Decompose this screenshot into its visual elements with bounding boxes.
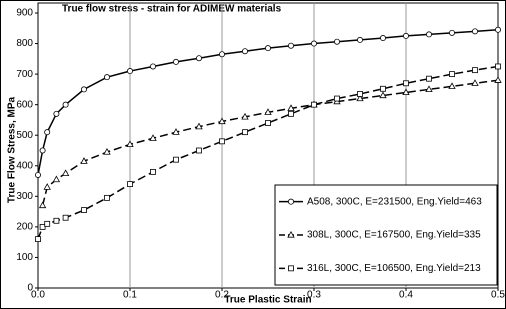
- y-tick-label: 0: [27, 283, 33, 294]
- point: [356, 94, 364, 102]
- point: [39, 147, 46, 154]
- point: [43, 183, 51, 190]
- point: [402, 88, 410, 96]
- x-tick-label: 0.4: [399, 290, 413, 301]
- point: [39, 223, 46, 230]
- point: [172, 58, 179, 65]
- point: [288, 110, 294, 117]
- point: [449, 71, 455, 78]
- point: [35, 171, 42, 178]
- point: [61, 169, 70, 177]
- point: [80, 157, 88, 164]
- point: [379, 35, 386, 42]
- point: [35, 236, 41, 243]
- point: [494, 76, 502, 83]
- y-tick-label: 600: [16, 99, 33, 110]
- point: [126, 140, 134, 147]
- point: [402, 32, 409, 39]
- y-tick-label: 300: [16, 191, 33, 202]
- point: [53, 110, 60, 117]
- point: [150, 168, 156, 175]
- legend-label: 308L, 300C, E=167500, Eng.Yield=335: [307, 230, 481, 241]
- point: [104, 194, 110, 201]
- point: [127, 68, 134, 75]
- point: [333, 38, 340, 45]
- point: [242, 129, 248, 136]
- y-tick-label: 900: [16, 8, 33, 19]
- point: [195, 122, 203, 130]
- legend-box: [274, 184, 498, 286]
- legend-label: A508, 300C, E=231500, Eng.Yield=463: [307, 196, 482, 207]
- point: [81, 207, 87, 213]
- point: [264, 45, 271, 52]
- y-tick-label: 200: [16, 222, 33, 233]
- legend-marker: [287, 230, 295, 238]
- point: [426, 75, 432, 82]
- legend-marker: [288, 265, 294, 272]
- point: [265, 120, 271, 126]
- y-axis-title: True Flow Stress, MPa: [7, 96, 18, 203]
- x-tick-label: 0.1: [123, 290, 137, 301]
- point: [127, 181, 133, 188]
- point: [287, 42, 294, 49]
- point: [494, 26, 501, 33]
- point: [264, 108, 272, 115]
- point: [196, 147, 202, 154]
- point: [241, 112, 249, 120]
- point: [81, 86, 88, 93]
- point: [448, 29, 455, 36]
- x-tick-label: 0.0: [31, 290, 45, 301]
- point: [310, 40, 317, 47]
- point: [425, 31, 432, 38]
- point: [149, 63, 156, 70]
- point: [311, 101, 317, 108]
- point: [149, 134, 157, 141]
- point: [44, 220, 51, 227]
- point: [53, 217, 60, 224]
- point: [62, 214, 69, 221]
- x-axis-title: True Plastic Strain: [224, 295, 311, 306]
- point: [103, 148, 111, 155]
- y-tick-label: 400: [16, 160, 33, 171]
- y-tick-label: 800: [16, 38, 33, 49]
- point: [195, 55, 202, 62]
- legend-label: 316L, 300C, E=106500, Eng.Yield=213: [307, 263, 481, 274]
- point: [287, 104, 295, 111]
- point: [334, 95, 340, 102]
- point: [172, 128, 180, 135]
- point: [218, 51, 225, 58]
- point: [104, 74, 111, 81]
- point: [173, 156, 179, 163]
- point: [357, 91, 363, 97]
- point: [218, 117, 226, 125]
- x-tick-label: 0.3: [307, 290, 321, 301]
- point: [471, 28, 478, 35]
- point: [425, 85, 433, 92]
- x-tick-label: 0.2: [215, 290, 229, 301]
- point: [356, 36, 363, 43]
- point: [52, 175, 61, 183]
- point: [379, 91, 387, 99]
- point: [44, 129, 51, 136]
- y-tick-label: 100: [16, 252, 33, 263]
- point: [471, 79, 479, 86]
- point: [38, 201, 47, 209]
- y-tick-label: 500: [16, 130, 33, 141]
- point: [448, 82, 456, 89]
- point: [219, 138, 225, 145]
- legend-marker: [287, 198, 294, 205]
- point: [62, 101, 69, 108]
- chart-title: True flow stress - strain for ADIMEW mat…: [62, 4, 282, 15]
- point: [403, 80, 409, 87]
- x-tick-label: 0.5: [491, 290, 505, 301]
- point: [241, 48, 248, 55]
- point: [472, 67, 478, 74]
- point: [380, 85, 386, 92]
- y-tick-label: 700: [16, 69, 33, 80]
- point: [495, 63, 501, 70]
